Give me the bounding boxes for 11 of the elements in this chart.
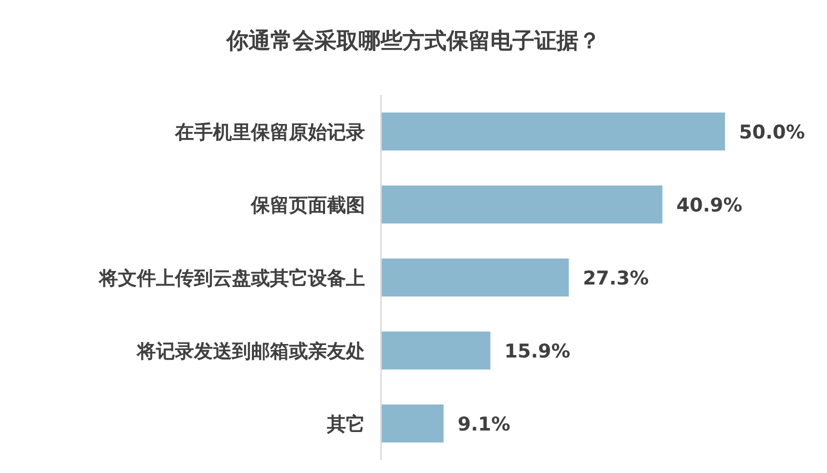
title: 你通常会采取哪些方式保留电子证据？ (226, 29, 600, 54)
category: 将文件上传到云盘或其它设备上 (99, 268, 365, 290)
value-label: 40.9% (676, 194, 742, 216)
value-label: 50.0% (739, 122, 805, 144)
category: 保留页面截图 (251, 194, 365, 216)
category: 将记录发送到邮箱或亲友处 (137, 340, 365, 362)
category: 其它 (327, 414, 365, 436)
value-label: 15.9% (504, 340, 570, 362)
value-label: 27.3% (582, 268, 649, 290)
category: 在手机里保留原始记录 (175, 122, 365, 144)
value-label: 9.1% (458, 414, 510, 436)
